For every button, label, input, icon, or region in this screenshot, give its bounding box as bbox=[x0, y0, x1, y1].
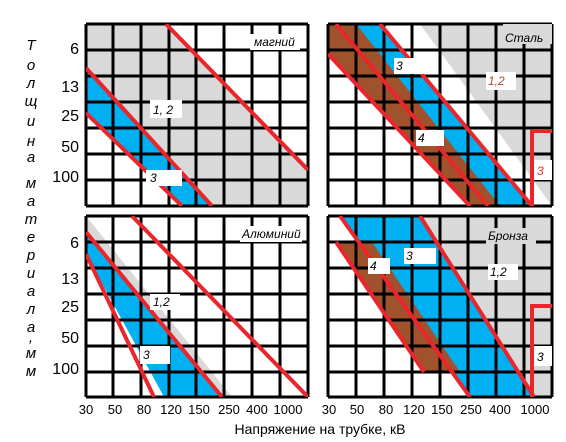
svg-text:н: н bbox=[27, 133, 35, 150]
label-zone-3: 3 bbox=[406, 249, 413, 263]
label-lines: 1,2 bbox=[153, 295, 170, 309]
svg-text:м: м bbox=[26, 345, 36, 362]
svg-text:и: и bbox=[27, 265, 36, 282]
label-lines: 1, 2 bbox=[153, 103, 173, 117]
y-ticks-top: 6 13 25 50 100 bbox=[52, 41, 79, 186]
panel-title: магний bbox=[254, 35, 295, 49]
grid-lines bbox=[326, 22, 554, 208]
label-edge-3: 3 bbox=[537, 350, 544, 364]
y-tick: 6 bbox=[70, 235, 79, 252]
line-1-2-upper bbox=[418, 216, 536, 397]
x-tick: 50 bbox=[108, 402, 122, 417]
gray-zone bbox=[418, 216, 552, 397]
label-zone-4: 4 bbox=[370, 259, 377, 273]
svg-text:а: а bbox=[27, 283, 35, 300]
svg-text:л: л bbox=[26, 301, 36, 318]
label-zone-3: 3 bbox=[150, 171, 157, 185]
panel-title: Алюминий bbox=[241, 227, 301, 241]
line-1-2-lower bbox=[338, 216, 472, 397]
panel-magnesium: магний 1, 2 3 bbox=[84, 22, 310, 208]
line-1-2-lower bbox=[86, 253, 156, 397]
panel-aluminium: Алюминий 1,2 3 bbox=[84, 214, 310, 399]
x-tick: 250 bbox=[460, 402, 482, 417]
label-edge-3: 3 bbox=[537, 164, 544, 178]
svg-text:щ: щ bbox=[25, 93, 38, 110]
svg-text:м: м bbox=[26, 363, 36, 380]
x-ticks-right: 30 50 80 120 150 250 400 1000 bbox=[322, 402, 550, 417]
y-tick: 50 bbox=[61, 330, 79, 347]
x-tick: 150 bbox=[188, 402, 210, 417]
x-tick: 400 bbox=[489, 402, 511, 417]
svg-text:о: о bbox=[27, 57, 35, 74]
y-tick: 100 bbox=[52, 361, 79, 378]
line-1-2-upper bbox=[86, 230, 224, 397]
x-tick: 1000 bbox=[521, 402, 550, 417]
x-tick: 1000 bbox=[274, 402, 303, 417]
line-1-2-lower bbox=[334, 24, 490, 206]
label-zone-3: 3 bbox=[143, 348, 150, 362]
x-tick: 250 bbox=[218, 402, 240, 417]
y-tick: 100 bbox=[52, 169, 79, 186]
y-ticks-bottom: 6 13 25 50 100 bbox=[52, 235, 79, 378]
x-tick: 50 bbox=[350, 402, 364, 417]
y-tick: 13 bbox=[61, 79, 79, 96]
label-zone-3: 3 bbox=[396, 59, 403, 73]
svg-text:е: е bbox=[27, 229, 35, 246]
line-boundary bbox=[130, 216, 308, 397]
y-tick: 13 bbox=[61, 271, 79, 288]
grid-lines bbox=[326, 214, 554, 399]
panel-steel: Сталь 3 1,2 4 3 bbox=[326, 22, 554, 208]
label-lines: 1,2 bbox=[490, 265, 507, 279]
y-tick: 25 bbox=[61, 299, 79, 316]
x-tick: 120 bbox=[403, 402, 425, 417]
svg-text:р: р bbox=[26, 247, 35, 264]
line-1-2-lower bbox=[86, 111, 184, 206]
svg-text:,: , bbox=[29, 329, 33, 346]
line-1-2-upper bbox=[86, 66, 214, 206]
x-tick: 120 bbox=[160, 402, 182, 417]
panel-title: Сталь bbox=[505, 31, 543, 45]
y-tick: 25 bbox=[61, 108, 79, 125]
line-edge-3 bbox=[530, 304, 552, 397]
x-ticks-left: 30 50 80 120 150 250 400 1000 bbox=[79, 402, 303, 417]
x-tick: 80 bbox=[379, 402, 393, 417]
panel-title: Бронза bbox=[488, 229, 528, 243]
svg-text:Т: Т bbox=[26, 37, 37, 54]
line-boundary bbox=[164, 24, 308, 172]
y-axis-label: Т о л щ и н а м а т е р и а л а , м м bbox=[25, 37, 38, 380]
svg-text:т: т bbox=[25, 211, 38, 228]
x-axis-label: Напряжение на трубке, кВ bbox=[234, 421, 405, 437]
line-4 bbox=[328, 52, 472, 206]
panel-bronze: Бронза 3 4 1,2 3 bbox=[326, 214, 554, 399]
x-tick: 30 bbox=[79, 402, 93, 417]
svg-text:а: а bbox=[27, 319, 35, 336]
label-lines: 1,2 bbox=[488, 74, 505, 88]
svg-text:а: а bbox=[27, 193, 35, 210]
x-tick: 80 bbox=[137, 402, 151, 417]
line-edge-3 bbox=[530, 129, 552, 206]
label-zone-4: 4 bbox=[418, 131, 425, 145]
svg-text:а: а bbox=[27, 149, 35, 166]
svg-text:л: л bbox=[26, 75, 36, 92]
line-4 bbox=[334, 240, 426, 374]
svg-text:м: м bbox=[26, 175, 36, 192]
svg-text:и: и bbox=[27, 113, 36, 130]
x-tick: 30 bbox=[322, 402, 336, 417]
y-tick: 6 bbox=[70, 41, 79, 58]
line-1-2-upper bbox=[378, 24, 534, 206]
x-tick: 150 bbox=[431, 402, 453, 417]
x-tick: 400 bbox=[246, 402, 268, 417]
y-tick: 50 bbox=[61, 139, 79, 156]
